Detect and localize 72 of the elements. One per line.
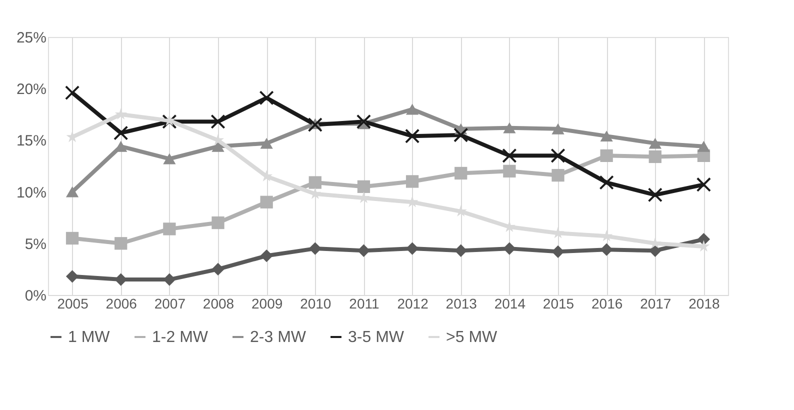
x-tick-label: 2008 <box>202 296 234 312</box>
point <box>64 85 80 100</box>
point <box>454 166 468 180</box>
point <box>357 180 370 193</box>
x-tick-label: 2016 <box>591 296 623 312</box>
y-tick-label: 25% <box>16 30 46 46</box>
point <box>550 148 566 164</box>
point <box>260 249 273 262</box>
point <box>696 177 712 192</box>
point <box>308 242 322 255</box>
point <box>600 243 613 256</box>
point <box>260 138 273 149</box>
point <box>308 117 322 132</box>
x-tick-label: 2013 <box>446 296 478 312</box>
point <box>600 130 613 142</box>
x-tick-label: 2017 <box>640 296 672 312</box>
x-tick-label: 2006 <box>106 296 138 312</box>
point <box>648 188 662 202</box>
point <box>308 176 322 189</box>
point <box>648 138 662 149</box>
point <box>162 114 177 129</box>
point <box>357 244 370 257</box>
x-tick-label: 2005 <box>57 296 89 312</box>
x-tick-label: 2012 <box>397 296 429 312</box>
point <box>114 237 128 250</box>
y-tick-label: 20% <box>16 81 46 98</box>
point <box>114 108 127 120</box>
legend-label: 2-3 MW <box>250 329 307 346</box>
x-tick-label: 2018 <box>688 296 720 312</box>
y-tick-label: 5% <box>24 236 46 253</box>
point <box>114 126 128 140</box>
point <box>66 186 79 198</box>
y-tick-label: 0% <box>24 288 46 304</box>
point <box>66 232 79 245</box>
legend-label: 3-5 MW <box>348 329 405 346</box>
point <box>356 114 372 129</box>
legend-label: 1-2 MW <box>152 329 209 346</box>
point <box>260 196 273 208</box>
point <box>212 216 224 230</box>
x-tick-label: 2009 <box>251 296 283 312</box>
point <box>404 128 420 144</box>
y-tick-label: 10% <box>16 184 46 202</box>
x-tick-label: 2010 <box>300 296 332 312</box>
point <box>66 270 79 283</box>
point <box>600 149 613 162</box>
point <box>259 90 274 106</box>
point <box>552 123 564 134</box>
point <box>552 168 564 182</box>
point <box>210 114 226 129</box>
legend-label: >5 MW <box>446 329 498 346</box>
point <box>260 170 273 182</box>
point <box>163 153 176 164</box>
point <box>502 148 517 164</box>
point <box>406 242 419 255</box>
point <box>599 175 614 190</box>
x-tick-label: 2014 <box>494 296 526 312</box>
point <box>503 164 516 178</box>
point <box>212 262 224 276</box>
point <box>697 140 710 152</box>
point <box>503 122 516 134</box>
x-tick-label: 2011 <box>349 296 380 312</box>
point <box>552 245 564 258</box>
y-tick-label: 15% <box>16 132 46 150</box>
point <box>454 128 468 142</box>
point <box>406 104 419 115</box>
point <box>163 222 176 236</box>
point <box>503 242 516 255</box>
x-tick-label: 2007 <box>154 296 186 312</box>
point <box>406 175 419 188</box>
x-tick-label: 2015 <box>542 296 574 312</box>
legend-label: 1 MW <box>68 329 111 346</box>
point <box>648 150 662 164</box>
